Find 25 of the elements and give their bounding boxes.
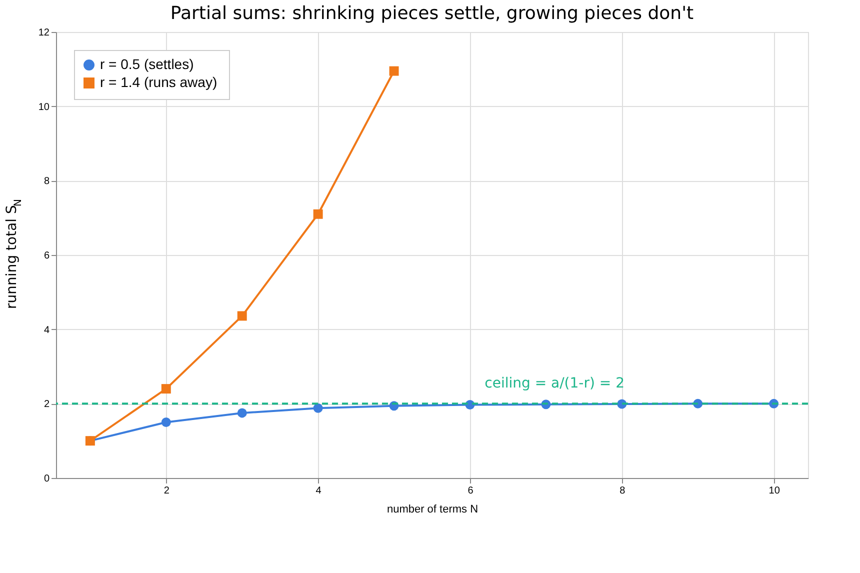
- point: [161, 384, 171, 394]
- y-tick-label: 12: [38, 28, 50, 38]
- y-tick-label: 6: [44, 250, 50, 262]
- y-tick-label: 10: [38, 102, 50, 113]
- point: [313, 403, 323, 413]
- point: [237, 408, 247, 418]
- y-tick-label: 2: [44, 399, 50, 410]
- point: [161, 418, 171, 427]
- legend-label: r = 0.5 (settles): [100, 56, 194, 72]
- x-tick-label: 2: [164, 486, 170, 496]
- x-tick-label: 10: [768, 486, 780, 496]
- chart-title: Partial sums: shrinking pieces settle, growing pieces don't: [170, 3, 694, 24]
- y-tick-label: 8: [44, 176, 50, 188]
- point: [313, 209, 323, 219]
- point: [237, 311, 247, 321]
- x-tick-label: 6: [468, 486, 474, 496]
- legend-label: r = 1.4 (runs away): [100, 74, 218, 90]
- y-tick-label: 4: [44, 324, 50, 336]
- point: [389, 66, 399, 76]
- x-axis-title: number of terms N: [386, 504, 478, 516]
- ref-line-label: ceiling = a/(1-r) = 2: [484, 376, 624, 392]
- y-axis-title: running total SN: [4, 199, 24, 309]
- x-tick-label: 4: [316, 486, 322, 496]
- x-tick-label: 8: [620, 486, 626, 496]
- y-tick-label: 0: [44, 474, 50, 484]
